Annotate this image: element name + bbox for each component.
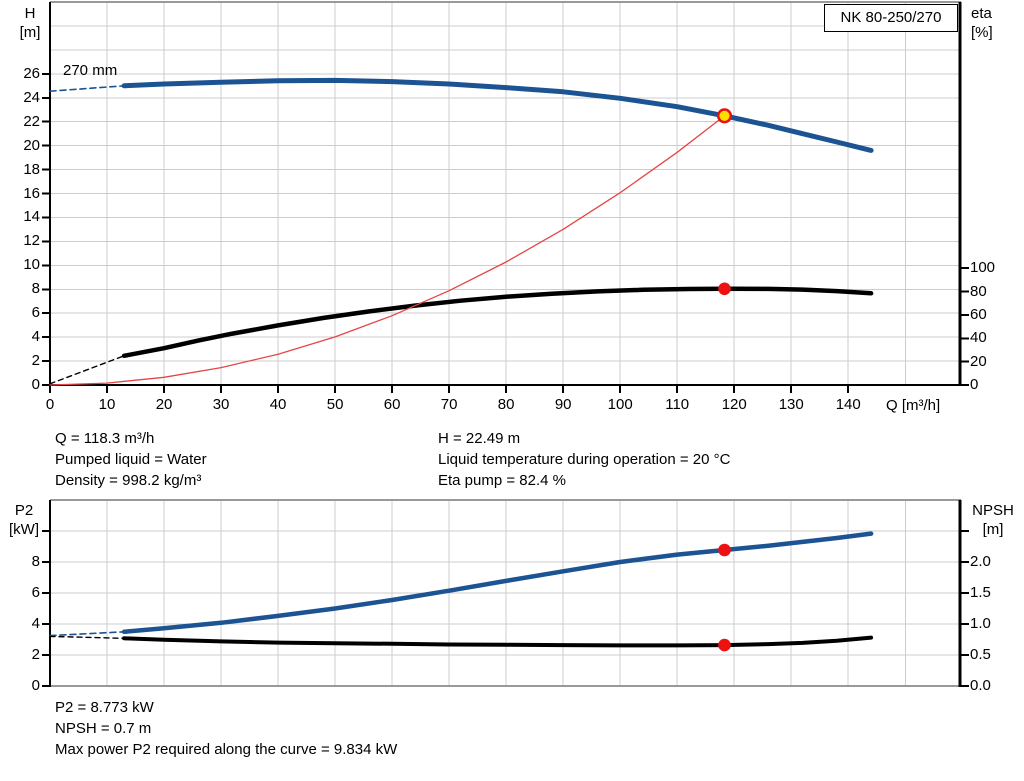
- eta-curve: [121, 286, 874, 359]
- duty-point-eta: [718, 282, 731, 296]
- p2-curve-lead: [49, 630, 125, 637]
- x-tick-label: 100: [607, 396, 633, 413]
- npsh-curve: [122, 635, 874, 648]
- left-tick-label: 6: [31, 304, 40, 322]
- npsh-axis-title-line1: NPSH: [972, 502, 1014, 519]
- x-tick-label: 80: [497, 396, 515, 413]
- left-tick-label: 12: [23, 232, 40, 250]
- h-axis-title-line2: [m]: [19, 24, 41, 41]
- x-tick-label: 50: [326, 396, 344, 413]
- head-value: H = 22.49 m: [438, 430, 521, 447]
- left-tick-label: 10: [23, 256, 40, 274]
- pump-type-box: NK 80-250/270: [824, 4, 958, 32]
- right-tick-label: 40: [970, 329, 987, 347]
- p2-curve: [121, 531, 874, 635]
- left-tick-label: 4: [31, 328, 40, 346]
- left-tick-label: 2: [31, 646, 40, 663]
- left-tick-label: 0: [31, 677, 40, 694]
- x-tick-label: 140: [835, 396, 861, 413]
- p2-axis-title-line1: P2: [14, 502, 34, 519]
- x-tick-label: 0: [45, 396, 55, 413]
- left-tick-label: 18: [23, 160, 40, 178]
- p2-axis-title-line2: [kW]: [9, 521, 39, 538]
- flow-value: Q = 118.3 m³/h: [55, 430, 155, 447]
- left-tick-label: 8: [31, 553, 40, 570]
- right-tick-label: 80: [970, 282, 987, 300]
- density-value: Density = 998.2 kg/m³: [55, 472, 202, 489]
- max-power-value: Max power P2 required along the curve = …: [55, 741, 398, 758]
- left-tick-label: 24: [23, 88, 40, 106]
- right-tick-label: 0.0: [970, 677, 991, 694]
- x-tick-label: 130: [778, 396, 804, 413]
- npsh-axis-title-line2: [m]: [982, 521, 1004, 538]
- q-axis-title: Q [m³/h]: [886, 397, 941, 414]
- eta-axis-title-line2: [%]: [971, 24, 993, 41]
- npsh-axis-title: NPSH [m]: [963, 501, 1023, 539]
- left-tick-label: 20: [23, 136, 40, 154]
- x-tick-label: 30: [212, 396, 230, 413]
- x-tick-label: 70: [440, 396, 458, 413]
- left-tick-label: 16: [23, 184, 40, 202]
- x-tick-label: 90: [554, 396, 572, 413]
- impeller-diameter-label: 270 mm: [63, 62, 118, 79]
- eta-axis-title-line1: eta: [971, 5, 992, 22]
- left-tick-label: 0: [31, 376, 40, 393]
- liquid-temperature: Liquid temperature during operation = 20…: [438, 451, 731, 468]
- p2-axis-title: P2 [kW]: [2, 501, 46, 539]
- h-axis-title-line1: H: [24, 5, 36, 22]
- npsh-curve-lead: [49, 635, 125, 639]
- left-tick-label: 2: [31, 352, 40, 370]
- left-tick-label: 22: [23, 112, 40, 130]
- npsh-value: NPSH = 0.7 m: [55, 720, 152, 737]
- pumped-liquid: Pumped liquid = Water: [55, 451, 207, 468]
- x-tick-label: 10: [98, 396, 116, 413]
- right-tick-label: 20: [970, 352, 987, 370]
- x-tick-label: 60: [383, 396, 401, 413]
- left-tick-label: 26: [23, 64, 40, 82]
- duty-point-npsh: [718, 638, 731, 652]
- right-tick-label: 100: [970, 259, 996, 277]
- left-tick-label: 8: [31, 280, 40, 298]
- right-tick-label: 60: [970, 305, 987, 323]
- eta-pump-value: Eta pump = 82.4 %: [438, 472, 566, 489]
- head-curve-lead: [49, 85, 125, 92]
- operating-point-info-right: H = 22.49 m Liquid temperature during op…: [438, 428, 730, 491]
- eta-axis-title: eta [%]: [971, 4, 993, 42]
- left-tick-label: 14: [23, 208, 40, 226]
- x-tick-label: 40: [269, 396, 287, 413]
- h-axis-title: H [m]: [10, 4, 50, 42]
- system-curve: [49, 115, 726, 386]
- right-tick-label: 1.5: [970, 584, 991, 601]
- power-npsh-info: P2 = 8.773 kW NPSH = 0.7 m Max power P2 …: [55, 697, 397, 760]
- right-tick-label: 2.0: [970, 553, 991, 570]
- right-tick-label: 1.0: [970, 615, 991, 632]
- left-tick-label: 4: [31, 615, 40, 632]
- operating-point-info-left: Q = 118.3 m³/h Pumped liquid = Water Den…: [55, 428, 207, 491]
- left-tick-label: 6: [31, 584, 40, 601]
- duty-point-head: [716, 108, 733, 124]
- p2-value: P2 = 8.773 kW: [55, 699, 154, 716]
- x-tick-label: 20: [155, 396, 173, 413]
- right-tick-label: 0.5: [970, 646, 991, 663]
- right-tick-label: 0: [970, 376, 979, 393]
- x-tick-label: 110: [665, 396, 690, 413]
- duty-point-p2: [718, 543, 731, 557]
- head-curve: [121, 77, 874, 153]
- x-tick-label: 120: [721, 396, 747, 413]
- eta-curve-lead: [49, 355, 125, 385]
